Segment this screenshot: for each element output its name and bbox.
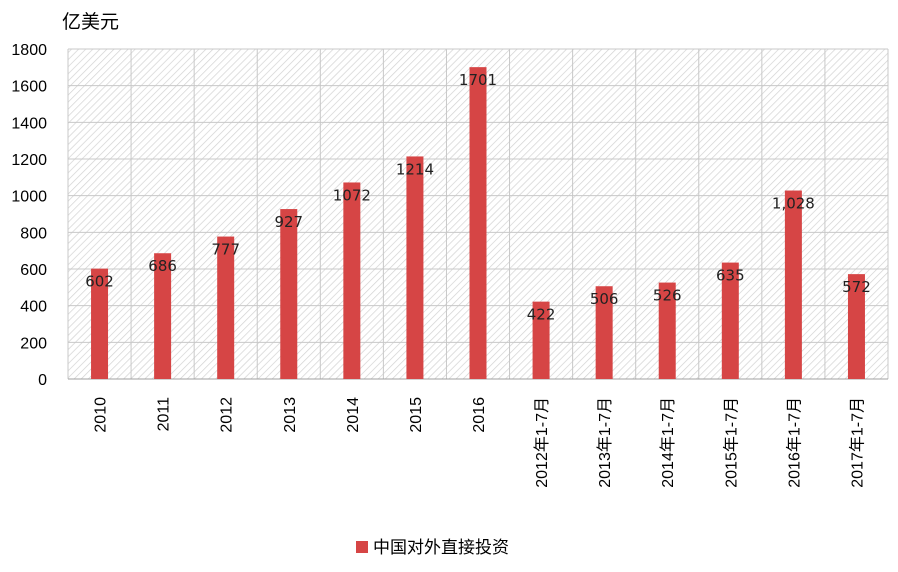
bar-2012年1-7月 bbox=[532, 301, 550, 379]
bar-2016年1-7月 bbox=[784, 190, 802, 379]
bar-2012 bbox=[217, 236, 235, 379]
bar-2017年1-7月 bbox=[847, 274, 865, 379]
bar-2013年1-7月 bbox=[595, 286, 613, 379]
x-tick-label: 2014 bbox=[345, 397, 362, 433]
y-tick-label: 1000 bbox=[11, 189, 47, 206]
data-label: 1214 bbox=[396, 160, 434, 178]
x-tick-label: 2016年1-7月 bbox=[785, 397, 803, 488]
bar-2014 bbox=[343, 182, 361, 379]
x-tick-label: 2010 bbox=[93, 397, 110, 433]
y-tick-label: 600 bbox=[20, 262, 47, 279]
data-label: 1,028 bbox=[772, 195, 815, 213]
data-label: 422 bbox=[527, 306, 556, 324]
data-label: 506 bbox=[590, 290, 619, 308]
bar-2013 bbox=[280, 209, 298, 379]
y-unit-label: 亿美元 bbox=[62, 11, 119, 33]
y-tick-label: 1600 bbox=[11, 79, 47, 96]
data-label: 572 bbox=[842, 278, 871, 296]
legend: 中国对外直接投资 bbox=[356, 538, 509, 558]
data-label: 686 bbox=[148, 257, 177, 275]
bar-2015年1-7月 bbox=[721, 262, 739, 379]
x-tick-label: 2014年1-7月 bbox=[659, 397, 677, 488]
data-label: 635 bbox=[716, 267, 745, 285]
data-label: 602 bbox=[85, 273, 114, 291]
x-tick-label: 2013年1-7月 bbox=[596, 397, 614, 488]
x-tick-label: 2017年1-7月 bbox=[848, 397, 866, 488]
data-label: 1072 bbox=[333, 186, 371, 204]
data-label: 526 bbox=[653, 287, 682, 305]
legend-label: 中国对外直接投资 bbox=[373, 538, 509, 558]
data-label: 777 bbox=[211, 241, 240, 259]
y-tick-label: 1400 bbox=[11, 115, 47, 132]
legend-swatch bbox=[356, 541, 368, 553]
bar-2015 bbox=[406, 156, 424, 379]
x-tick-label: 2015 bbox=[408, 397, 425, 433]
bar-2014年1-7月 bbox=[658, 282, 676, 379]
y-tick-label: 0 bbox=[38, 372, 47, 389]
x-tick-label: 2015年1-7月 bbox=[722, 397, 740, 488]
y-tick-label: 1200 bbox=[11, 152, 47, 169]
y-tick-label: 1800 bbox=[11, 42, 47, 59]
data-label: 927 bbox=[274, 213, 303, 231]
bar-2011 bbox=[154, 253, 172, 379]
y-tick-label: 400 bbox=[20, 299, 47, 316]
bar-2016 bbox=[469, 67, 487, 380]
data-label: 1701 bbox=[459, 71, 497, 89]
x-tick-label: 2013 bbox=[282, 397, 299, 433]
y-tick-label: 200 bbox=[20, 335, 47, 352]
y-tick-label: 800 bbox=[20, 225, 47, 242]
x-tick-label: 2011 bbox=[156, 397, 173, 432]
x-tick-label: 2012年1-7月 bbox=[533, 397, 551, 488]
x-tick-label: 2012 bbox=[219, 397, 236, 433]
x-tick-label: 2016 bbox=[471, 397, 488, 433]
bar-2010 bbox=[91, 268, 109, 379]
